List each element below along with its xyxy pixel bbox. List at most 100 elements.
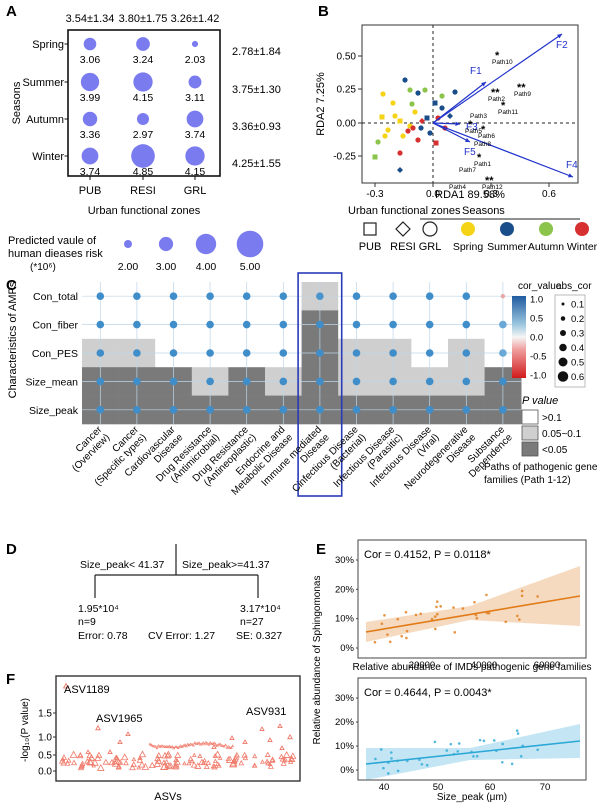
c-correlation-dot xyxy=(96,320,105,329)
e-data-point xyxy=(474,613,478,617)
e-data-point xyxy=(519,754,523,758)
e-data-point xyxy=(390,757,393,760)
c-correlation-dot xyxy=(242,320,251,329)
f-asv-point xyxy=(210,763,217,769)
c-correlation-dot xyxy=(425,292,434,301)
sample-point-summer xyxy=(432,100,438,106)
e-data-point xyxy=(457,742,461,745)
panel-a-bubbles: 3.06 3.24 2.03 3.99 4.15 3.11 3.36 2.97 3.74 3.74… xyxy=(22,37,281,197)
e-data-point xyxy=(382,766,385,770)
f-asv-point xyxy=(259,759,265,764)
e-data-point xyxy=(536,595,539,598)
panel-c-xlabel-1: Paths of pathogenic gene xyxy=(484,462,598,473)
cor-tick-label: -0.5 xyxy=(530,352,546,363)
c-correlation-dot xyxy=(352,320,361,329)
bubble-value: 3.36 xyxy=(80,129,101,141)
e-data-point xyxy=(516,732,520,735)
col-label-pub: PUB xyxy=(79,185,102,197)
c-correlation-dot xyxy=(133,349,141,357)
asv1189-label: ASV1189 xyxy=(64,684,110,696)
c-row-label: Size_mean xyxy=(25,376,78,388)
sample-point-autumn xyxy=(409,101,415,107)
bubble-winter-grl xyxy=(185,146,205,166)
f-asv-point xyxy=(165,744,169,748)
f-asv-point xyxy=(279,745,285,751)
sample-point-summer xyxy=(452,89,458,95)
f-asv-point xyxy=(265,760,271,766)
f-asv-point xyxy=(116,759,124,765)
f-asv-point xyxy=(282,751,291,758)
cor-tick-label: 0.0 xyxy=(530,333,543,344)
f-asv-point xyxy=(205,759,212,765)
f-asv-point xyxy=(229,735,235,741)
f-asv-point xyxy=(207,742,211,746)
tree-left-split: Size_peak< 41.37 xyxy=(80,559,165,571)
col-mean-pub: 3.54±1.34 xyxy=(66,13,115,25)
p-legend-swatch xyxy=(521,441,539,457)
f-asv-point xyxy=(289,752,297,759)
e-regression-line xyxy=(365,595,581,633)
e-data-point xyxy=(379,748,383,751)
col-label-grl: GRL xyxy=(184,185,207,197)
abs-cor-dot xyxy=(561,302,565,306)
e-data-point xyxy=(396,617,400,621)
c-correlation-dot xyxy=(352,406,361,414)
c-correlation-dot xyxy=(389,406,397,414)
e-regression-line xyxy=(365,740,581,765)
e-data-point xyxy=(436,612,439,616)
c-correlation-dot xyxy=(499,320,507,329)
arrow-label-f2: F2 xyxy=(556,40,568,51)
e-ytick-label: 0% xyxy=(340,765,354,776)
e-data-point xyxy=(495,749,498,753)
abs-cor-label: 0.3 xyxy=(571,329,584,340)
bubble-summer-resi xyxy=(133,72,153,92)
sample-point-autumn xyxy=(422,87,428,93)
panel-b-season-legend: Spring Summer Autumn Winter xyxy=(453,222,598,253)
abs-cor-dot xyxy=(559,343,567,352)
size-legend-circle xyxy=(195,233,217,255)
e-ytick-label: 20% xyxy=(335,717,355,728)
f-asv-point xyxy=(197,753,203,758)
panel-b-xlabel: RDA1 89.58% xyxy=(435,189,505,201)
f-asv-point xyxy=(166,762,173,769)
c-correlation-dot xyxy=(462,406,471,414)
e-data-point xyxy=(516,614,519,618)
sample-point-winter xyxy=(405,128,411,134)
panel-b-arrows: F1 F2 F3 F4 F5 xyxy=(432,33,578,178)
f-asv-point xyxy=(64,760,71,766)
c-correlation-dot xyxy=(206,349,214,357)
grl-circle-icon xyxy=(422,221,438,237)
sample-point-summer xyxy=(415,90,421,96)
e-top-stat: Cor = 0.4152, P = 0.0118* xyxy=(364,549,492,561)
abs-cor-dot xyxy=(558,357,568,367)
e-data-point xyxy=(536,748,539,752)
sample-point-winter xyxy=(415,137,421,143)
c-correlation-dot xyxy=(279,406,288,414)
f-asv-point xyxy=(226,744,230,748)
f-asv-point xyxy=(267,763,274,769)
e-data-point xyxy=(404,610,408,614)
e-data-point xyxy=(383,614,386,617)
cor-legend-title: cor_value xyxy=(518,281,562,292)
b-xtick-label: -0.3 xyxy=(366,189,384,200)
f-asv-point xyxy=(164,750,173,758)
c-correlation-dot xyxy=(425,377,434,386)
sample-point-summer xyxy=(418,125,424,131)
c-correlation-dot xyxy=(206,292,214,301)
e-data-point xyxy=(434,627,437,631)
f-asv-point xyxy=(138,761,146,768)
e-xtick-label: 50 xyxy=(433,782,444,793)
f-asv-point xyxy=(183,743,187,746)
panel-a-legend-title-2: human dieases risk xyxy=(8,248,103,260)
tree-right-split: Size_peak>=41.37 xyxy=(182,559,270,571)
f-asv-point xyxy=(131,756,137,762)
b-ytick-label: 0.50 xyxy=(337,52,357,63)
e-bottom-stat: Cor = 0.4644, P = 0.0043* xyxy=(364,687,492,699)
e-data-point xyxy=(433,740,437,744)
f-ytick-label: 1.5 xyxy=(38,709,52,720)
e-xtick-label: 60000 xyxy=(534,660,560,671)
cor-colorbar xyxy=(512,296,526,378)
c-correlation-dot xyxy=(389,292,397,301)
f-asv-point xyxy=(155,746,159,750)
bubble-value: 2.97 xyxy=(133,129,154,141)
